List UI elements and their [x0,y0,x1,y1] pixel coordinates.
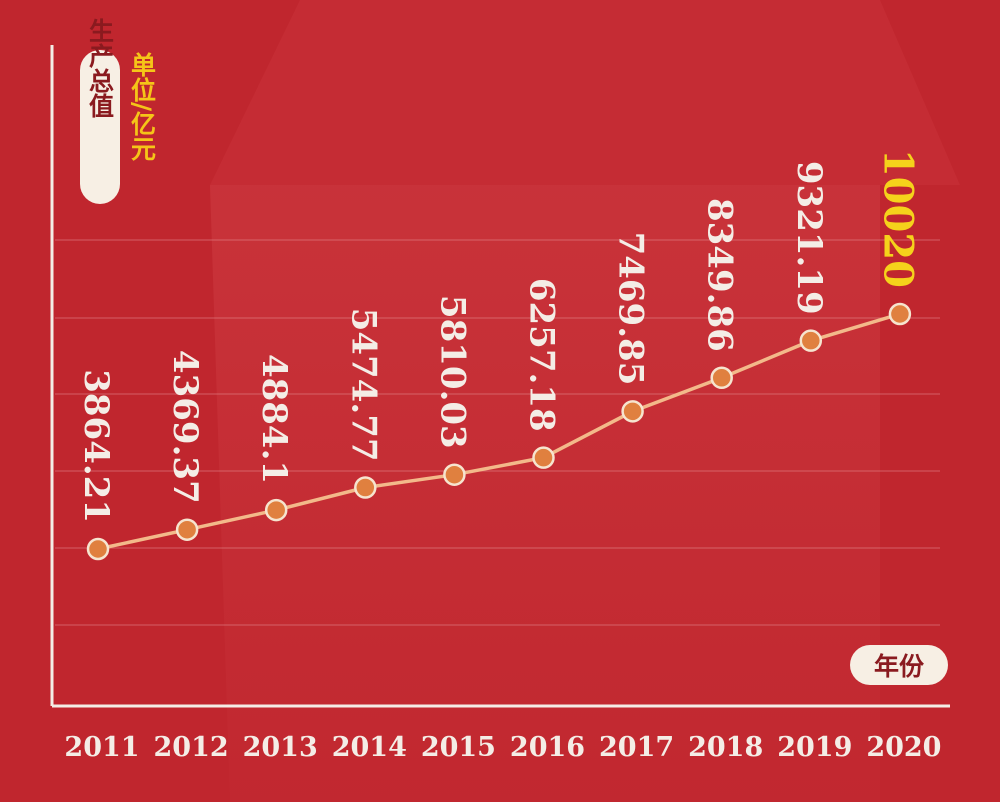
x-tick-label: 2016 [510,732,585,763]
x-tick-label: 2014 [332,732,407,763]
data-point [710,366,733,390]
data-label: 9321.19 [789,161,829,315]
data-markers [86,302,912,561]
y-axis-label-pill: 生产总值 [80,18,120,204]
x-tick-label: 2019 [777,732,852,763]
data-point [799,329,823,352]
x-tick-labels: 2011 2012 2013 2014 2015 2016 2017 2018 2019 2020 [64,732,941,763]
x-axis-label-pill: 年份 [850,645,948,685]
x-tick-label: 2013 [243,732,318,763]
data-point [888,302,912,326]
data-labels: 3864.21 4369.37 4884.1 5474.77 5810.03 6257.1… [76,149,921,523]
x-tick-label: 2011 [64,732,139,763]
x-axis-label: 年份 [874,652,924,681]
data-label: 5474.77 [343,308,383,462]
background-arrow-decor [210,0,960,802]
axes [50,45,950,708]
data-label: 3864.21 [76,369,116,523]
data-label: 6257.18 [522,278,562,432]
data-point [443,463,466,486]
data-label: 7469.85 [611,232,651,386]
data-point [264,498,288,522]
data-label: 8349.86 [700,198,740,352]
grid-lines [55,239,940,626]
data-label: 4369.37 [165,350,205,504]
data-label: 4884.1 [254,354,294,484]
data-point [86,537,110,561]
y-axis-label: 生产总值 [86,18,115,118]
x-tick-label: 2020 [866,732,941,763]
x-tick-label: 2018 [688,732,763,763]
series-line [97,312,901,551]
data-point [532,446,555,469]
x-tick-label: 2017 [599,732,674,763]
data-point [175,518,199,541]
unit-label: 单位/亿元 [128,52,157,161]
data-label: 5810.03 [432,295,472,449]
data-point [621,400,644,423]
x-tick-label: 2015 [421,732,496,763]
data-point [354,476,377,499]
data-label: 10020 [874,149,921,288]
x-tick-label: 2012 [154,732,229,763]
